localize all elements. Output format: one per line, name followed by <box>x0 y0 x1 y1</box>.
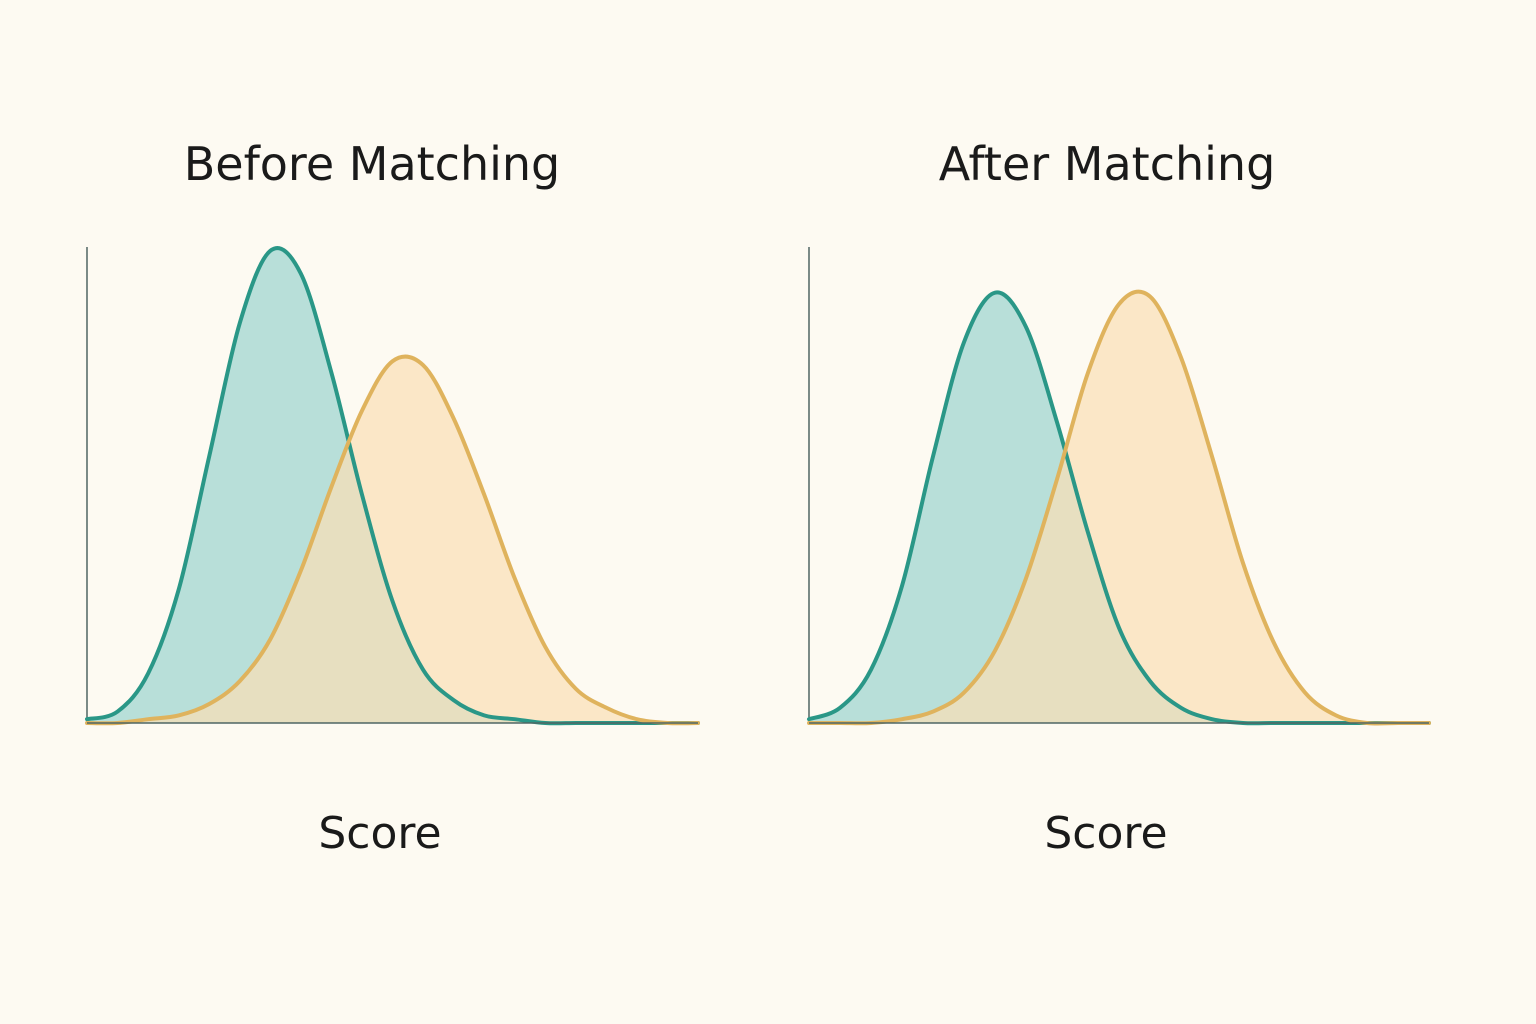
before-matching-x-label: Score <box>318 808 441 859</box>
after-matching-teal-density-area <box>809 292 1429 724</box>
after-matching-title: After Matching <box>939 137 1276 191</box>
after-matching-plot <box>807 247 1431 726</box>
before-matching-teal-density-area <box>87 248 698 724</box>
after-matching-x-label: Score <box>1044 808 1167 859</box>
before-matching-orange-density-area <box>87 356 698 724</box>
after-matching-panel: After Matching Score <box>807 137 1431 859</box>
after-matching-orange-density-area <box>809 291 1429 724</box>
before-matching-title: Before Matching <box>184 137 561 191</box>
before-matching-plot <box>85 246 700 726</box>
before-matching-panel: Before Matching Score <box>85 137 700 859</box>
before-matching-orange-density-line <box>85 354 700 726</box>
after-matching-orange-density-line <box>807 289 1431 726</box>
